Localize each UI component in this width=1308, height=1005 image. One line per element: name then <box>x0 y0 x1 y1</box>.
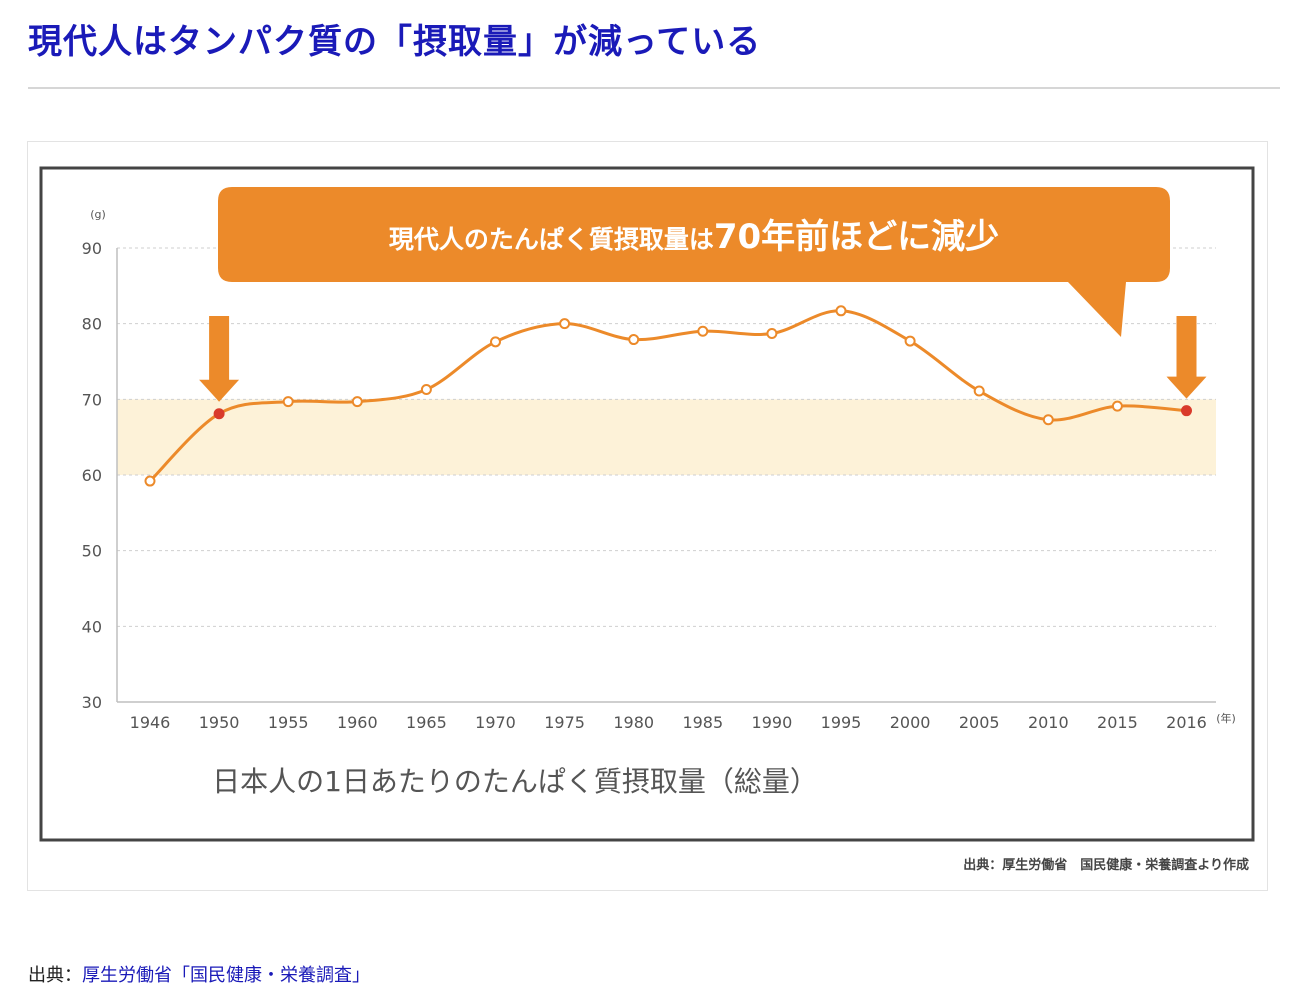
reference-band <box>117 399 1216 475</box>
data-point <box>559 318 571 330</box>
x-tick-label: 1950 <box>199 713 240 732</box>
x-tick-label: 1955 <box>268 713 309 732</box>
x-tick-label: 1990 <box>752 713 793 732</box>
page-title: 現代人はタンパク質の「摂取量」が減っている <box>28 22 762 62</box>
footer-source: 出典：厚生労働省「国民健康・栄養調査」 <box>28 961 370 987</box>
highlight-arrows <box>199 316 1207 402</box>
callout-bubble: 現代人のたんぱく質摂取量は70年前ほどに減少 <box>218 187 1170 337</box>
series-line <box>148 309 1187 483</box>
callout-text-big: 70年前ほどに減少 <box>714 217 999 257</box>
x-tick-label: 1975 <box>544 713 585 732</box>
x-tick-label: 1946 <box>130 713 171 732</box>
highlight-point <box>213 408 225 420</box>
x-tick-label: 2010 <box>1028 713 1069 732</box>
footer-source-link[interactable]: 厚生労働省「国民健康・栄養調査」 <box>82 965 370 986</box>
x-tick-label: 2015 <box>1097 713 1138 732</box>
x-tick-label: 2016 <box>1166 713 1207 732</box>
x-tick-label: 1980 <box>613 713 654 732</box>
axes: (g) (年) <box>90 208 1236 725</box>
y-tick-label: 30 <box>82 693 102 712</box>
data-point <box>697 325 709 337</box>
data-points <box>144 305 1192 487</box>
y-tick-labels: 30 40 50 60 70 80 90 <box>82 239 102 712</box>
data-point <box>1042 414 1054 426</box>
source-note: 出典：厚生労働省 国民健康・栄養調査より作成 <box>963 857 1249 873</box>
chart-caption: 日本人の1日あたりのたんぱく質摂取量（総量） <box>212 765 818 798</box>
x-tick-label: 2005 <box>959 713 1000 732</box>
down-arrow-icon <box>199 316 240 402</box>
highlight-point <box>1181 405 1192 417</box>
title-divider <box>28 87 1280 89</box>
reference-band-layer <box>117 399 1216 475</box>
data-point <box>973 385 985 397</box>
y-tick-label: 50 <box>82 542 102 561</box>
data-point <box>1111 400 1123 412</box>
callout-text-small: 現代人のたんぱく質摂取量は <box>389 225 714 254</box>
data-point <box>420 383 432 395</box>
x-tick-label: 1985 <box>682 713 723 732</box>
data-point <box>628 334 640 346</box>
data-point <box>144 475 156 487</box>
y-tick-label: 70 <box>82 390 102 409</box>
x-tick-label: 2000 <box>890 713 931 732</box>
data-point <box>835 305 847 317</box>
data-point <box>766 328 778 340</box>
x-tick-label: 1970 <box>475 713 516 732</box>
footer-prefix: 出典： <box>28 965 82 986</box>
x-tick-label: 1960 <box>337 713 378 732</box>
y-tick-label: 90 <box>82 239 102 258</box>
x-unit-label: (年) <box>1216 711 1236 725</box>
down-arrow-icon <box>1166 316 1207 399</box>
x-tick-label: 1965 <box>406 713 447 732</box>
x-tick-label: 1995 <box>821 713 862 732</box>
callout-shape <box>218 187 1170 337</box>
data-point <box>904 335 916 347</box>
y-tick-label: 60 <box>82 466 102 485</box>
chart-figure: (g) (年) 30 40 50 60 70 80 90 1946 1950 1955 1960 1… <box>27 141 1268 891</box>
data-point <box>282 396 294 408</box>
data-point <box>490 336 501 348</box>
callout-text: 現代人のたんぱく質摂取量は70年前ほどに減少 <box>389 217 999 257</box>
x-tick-labels: 1946 1950 1955 1960 1965 1970 1975 1980 1985 1990… <box>130 713 1207 732</box>
data-point <box>351 396 363 408</box>
y-tick-label: 80 <box>82 315 102 334</box>
y-tick-label: 40 <box>82 617 102 636</box>
y-unit-label: (g) <box>90 208 106 221</box>
